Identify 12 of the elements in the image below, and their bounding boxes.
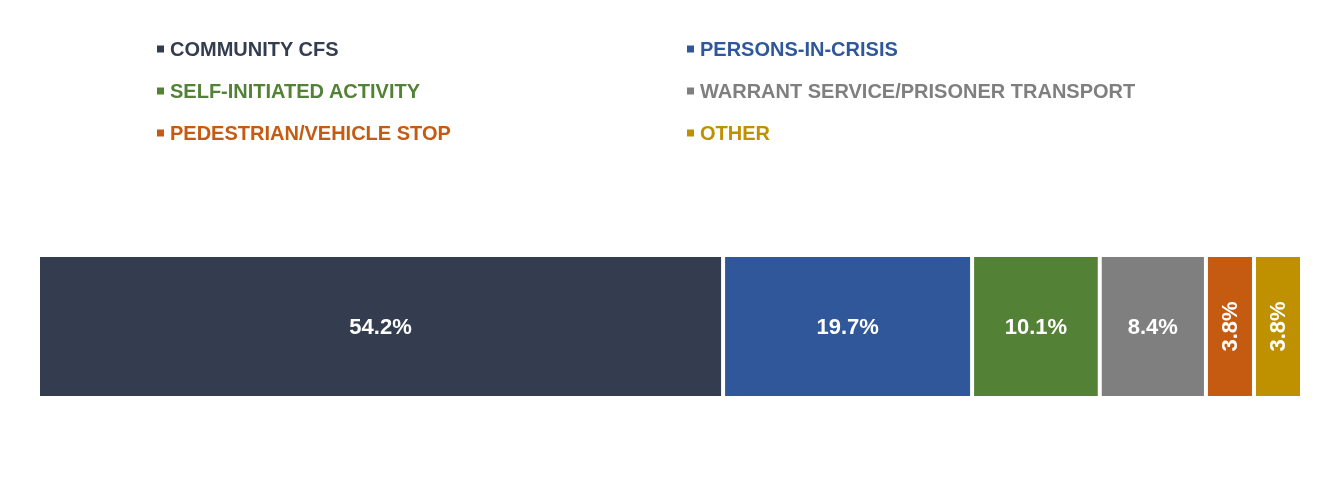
data-label: 19.7% (816, 314, 879, 339)
legend-label: PERSONS-IN-CRISIS (700, 38, 898, 60)
data-label: 3.8% (1265, 301, 1291, 352)
legend-label: COMMUNITY CFS (170, 38, 339, 60)
legend-label: WARRANT SERVICE/PRISONER TRANSPORT (700, 80, 1136, 102)
data-label: 8.4% (1127, 314, 1178, 339)
data-label: 10.1% (1004, 314, 1068, 339)
data-label: 54.2% (349, 314, 412, 339)
data-label: 3.8% (1217, 301, 1243, 352)
legend-label: OTHER (700, 122, 771, 144)
legend-label: PEDESTRIAN/VEHICLE STOP (170, 122, 451, 144)
legend-label: SELF-INITIATED ACTIVITY (170, 80, 421, 102)
